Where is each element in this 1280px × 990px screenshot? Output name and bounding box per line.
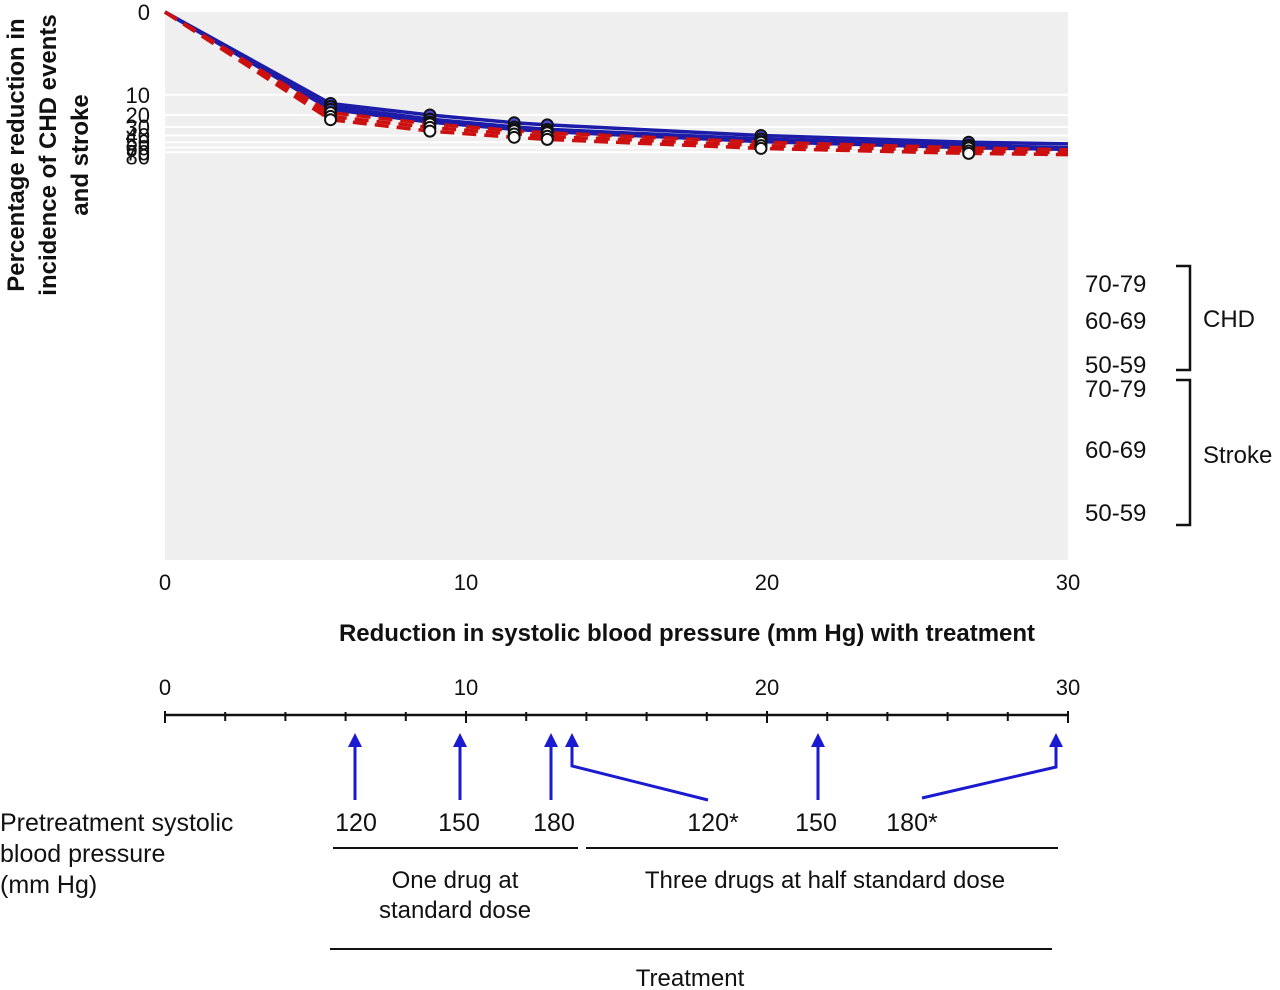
y-tick-label: 40 [126, 124, 150, 149]
pretreatment-value: 150 [438, 809, 480, 837]
arrow-shaft-bent [921, 740, 1058, 800]
arrow-head [811, 733, 825, 747]
series-label-chd-70-79: 70-79 [1085, 271, 1146, 298]
series-label-chd-50-59: 50-59 [1085, 352, 1146, 379]
scale-tick-label: 0 [159, 675, 171, 700]
y-tick-label: 30 [126, 115, 150, 140]
y-tick-label: 10 [126, 83, 150, 108]
pretreatment-label-line-1: Pretreatment systolic [0, 809, 233, 837]
series-line-stroke-60-69 [164, 10, 1069, 155]
x-tick-label: 0 [159, 570, 171, 595]
arrow-shaft-bent [570, 740, 709, 802]
chd-group-label: CHD [1203, 306, 1255, 333]
arrow-head [1049, 733, 1063, 747]
scale-tick-label: 10 [454, 675, 478, 700]
pretreatment-value: 120 [335, 809, 377, 837]
chd-bracket [1176, 264, 1192, 372]
arrow-head [453, 733, 467, 747]
x-axis-title: Reduction in systolic blood pressure (mm… [339, 620, 1035, 647]
pretreatment-label-line-3: (mm Hg) [0, 871, 97, 899]
x-tick-label: 30 [1056, 570, 1080, 595]
series-line-chd-60-69 [164, 10, 1069, 150]
data-point-stroke-50-59 [324, 113, 338, 127]
y-tick-label: 70 [126, 140, 150, 165]
data-point-stroke-50-59 [754, 141, 768, 155]
series-label-stroke-50-59: 50-59 [1085, 500, 1146, 527]
treatment-label: Treatment [636, 965, 745, 990]
y-axis-title-line-2: incidence of CHD events [35, 14, 62, 295]
stroke-group-label: Stroke [1203, 442, 1272, 469]
series-line-stroke-50-59 [164, 10, 1069, 157]
x-tick-label: 10 [454, 570, 478, 595]
series-line-chd-70-79 [164, 10, 1069, 146]
y-axis-title-line-3: and stroke [67, 94, 94, 215]
pretreatment-value: 180* [886, 809, 938, 837]
data-point-stroke-50-59 [423, 124, 437, 138]
arrow-head [348, 733, 362, 747]
series-label-chd-60-69: 60-69 [1085, 308, 1146, 335]
scale-tick-label: 30 [1056, 675, 1080, 700]
pretreatment-value: 150 [795, 809, 837, 837]
x-tick-label: 20 [755, 570, 779, 595]
scale-tick-label: 20 [755, 675, 779, 700]
data-point-stroke-50-59 [540, 132, 554, 146]
y-tick-label: 50 [126, 130, 150, 155]
y-tick-label: 60 [126, 136, 150, 161]
series-label-stroke-60-69: 60-69 [1085, 437, 1146, 464]
data-point-stroke-50-59 [962, 146, 976, 160]
y-axis-title-line-1: Percentage reduction in [3, 18, 30, 291]
three-drugs-label: Three drugs at half standard dose [645, 867, 1005, 894]
pretreatment-label-line-2: blood pressure [0, 840, 165, 868]
pretreatment-value: 120* [687, 809, 739, 837]
arrow-head [544, 733, 558, 747]
y-tick-label: 0 [138, 0, 150, 25]
y-axis-title: Percentage reduction in incidence of CHD… [3, 14, 94, 295]
arrow-head [565, 733, 579, 747]
y-tick-label: 80 [126, 144, 150, 169]
one-drug-label-line-2: standard dose [379, 897, 531, 924]
stroke-bracket [1176, 378, 1192, 527]
series-label-stroke-70-79: 70-79 [1085, 376, 1146, 403]
y-tick-label: 20 [126, 103, 150, 128]
series-line-stroke-70-79 [164, 10, 1069, 152]
pretreatment-value: 180 [533, 809, 575, 837]
data-point-stroke-50-59 [507, 130, 521, 144]
one-drug-label-line-1: One drug at [392, 867, 519, 894]
